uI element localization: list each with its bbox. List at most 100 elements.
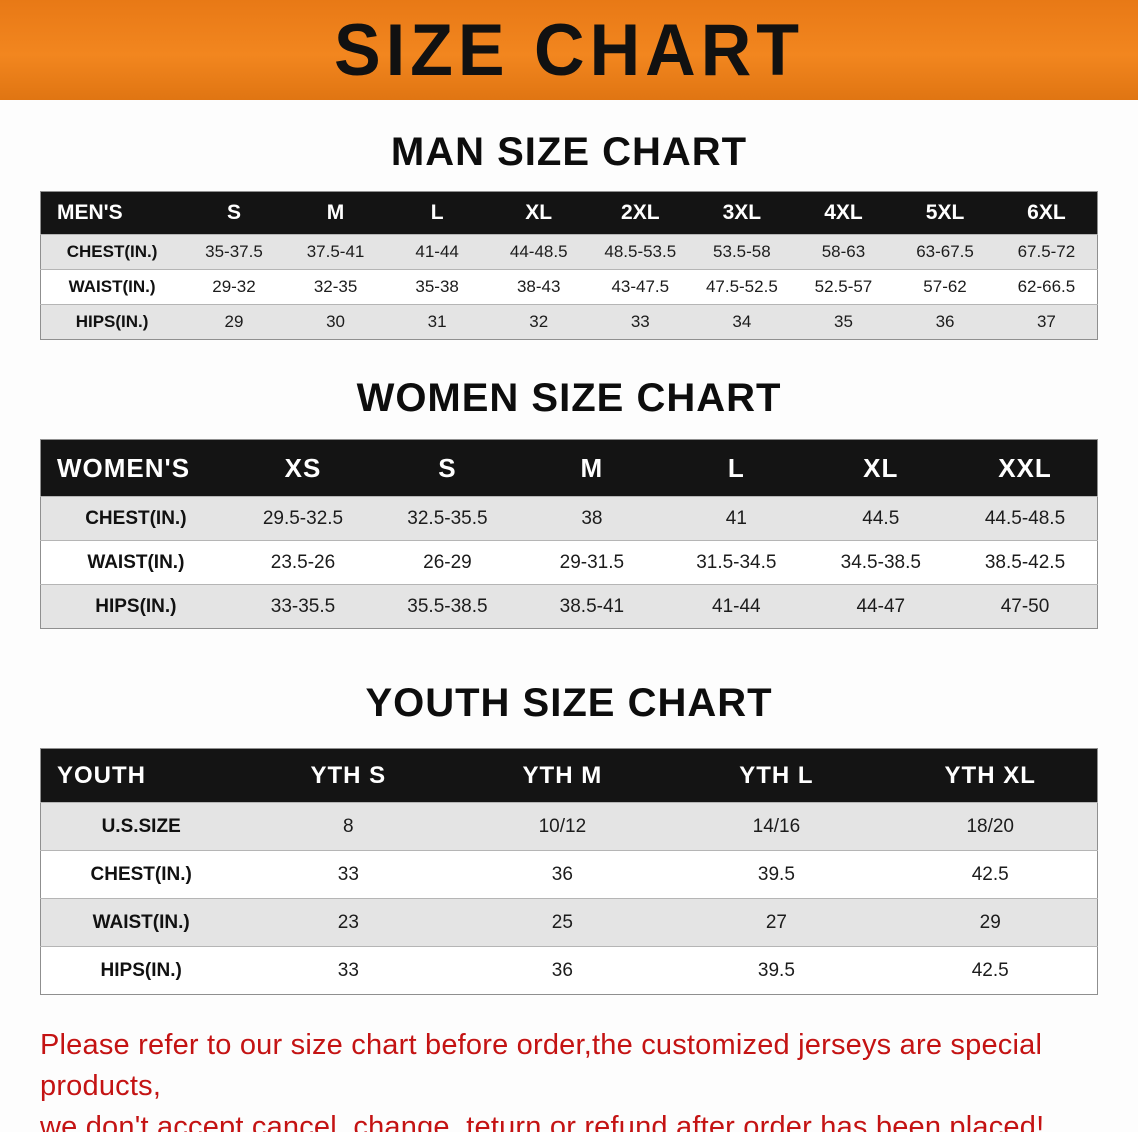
size-value-cell: 23.5-26 [270,551,336,573]
size-value-cell: 32.5-35.5 [407,507,488,529]
size-value-cell: 29.5-32.5 [262,507,344,529]
size-value-cell: 36 [551,959,573,981]
size-value-cell: 42.5 [971,863,1009,885]
size-header-row: WOMEN'S XS S M L XL XXL [40,439,1098,497]
men-section-heading: MAN SIZE CHART [390,130,748,174]
size-value-cell: 33 [337,959,359,981]
size-column-header: XS [284,452,322,483]
size-column-header: L [727,452,745,483]
size-column-header: S [226,201,241,224]
measurement-row-label: CHEST(IN.) [85,507,187,529]
measurement-row-label: HIPS(IN.) [100,959,182,981]
women-section-heading: WOMEN SIZE CHART [356,376,782,420]
measurement-row-label: CHEST(IN.) [66,242,158,261]
size-value-cell: 44.5-48.5 [984,507,1066,529]
size-value-cell: 10/12 [538,815,587,837]
size-value-cell: 38-43 [516,277,561,296]
size-value-cell: 38.5-42.5 [984,551,1066,573]
size-value-cell: 52.5-57 [814,277,873,296]
size-value-cell: 29-31.5 [559,551,625,573]
banner: SIZE CHART [0,0,1138,100]
size-value-cell: 34 [732,312,752,331]
measurement-row-label: WAIST(IN.) [92,911,190,933]
youth-section-heading: YOUTH SIZE CHART [365,681,773,725]
size-value-cell: 32 [529,312,549,331]
disclaimer: Please refer to our size chart before or… [40,1025,1098,1132]
size-value-cell: 63-67.5 [916,242,974,261]
measurement-row: HIPS(IN.) 29 30 31 32 33 34 35 36 37 [40,304,1098,340]
size-value-cell: 38 [581,507,603,529]
youth-size-table: YOUTH YTH S YTH M YTH L YTH XL U.S.SIZE 8 10/12… [40,748,1098,995]
size-value-cell: 26-29 [423,551,472,573]
size-value-cell: 44-47 [856,595,906,617]
measurement-row: CHEST(IN.) 35-37.5 37.5-41 41-44 44-48.5 48.5… [40,234,1098,270]
size-value-cell: 33 [337,863,359,885]
youth-size-section: YOUTH SIZE CHART YOUTH YTH S YTH M YTH L YTH… [0,681,1138,995]
size-value-cell: 35 [833,312,853,331]
measurement-row: U.S.SIZE 8 10/12 14/16 18/20 [40,802,1098,851]
measurement-row-label: HIPS(IN.) [95,595,177,617]
size-value-cell: 37 [1036,312,1056,331]
size-value-cell: 57-62 [923,277,967,296]
size-value-cell: 8 [343,815,354,837]
size-value-cell: 44-48.5 [509,242,568,261]
size-value-cell: 41-44 [712,595,761,617]
size-column-header: YTH M [522,761,603,789]
size-value-cell: 36 [935,312,955,331]
size-value-cell: 48.5-53.5 [604,242,677,261]
measurement-row: CHEST(IN.) 29.5-32.5 32.5-35.5 38 41 44.5 44.5… [40,496,1098,541]
size-value-cell: 33 [630,312,650,331]
size-column-header: 2XL [621,201,660,224]
women-size-section: WOMEN SIZE CHART WOMEN'S XS S M L XL XXL CHEST(… [0,376,1138,629]
page-title: SIZE CHART [334,9,804,91]
men-size-section: MAN SIZE CHART MEN'S S M L XL 2XL 3XL 4XL 5XL 6XL… [0,130,1138,340]
size-value-cell: 47.5-52.5 [705,277,778,296]
size-value-cell: 39.5 [757,959,795,981]
size-value-cell: 23 [337,911,359,933]
size-column-header: XL [525,201,553,224]
measurement-row-label: CHEST(IN.) [90,863,192,885]
size-value-cell: 34.5-38.5 [840,551,921,573]
size-column-header: M [580,452,604,483]
size-value-cell: 31 [427,312,447,331]
women-size-table: WOMEN'S XS S M L XL XXL CHEST(IN.) 29.5-32.5 32.5… [40,439,1098,629]
size-value-cell: 58-63 [821,242,866,261]
measurement-row-label: HIPS(IN.) [75,312,149,331]
size-column-header: L [430,201,444,224]
size-value-cell: 35.5-38.5 [407,595,488,617]
table-corner-label: YOUTH [57,761,146,789]
measurement-row-label: U.S.SIZE [101,815,181,837]
measurement-row: WAIST(IN.) 23.5-26 26-29 29-31.5 31.5-34.5 34… [40,540,1098,585]
measurement-row: CHEST(IN.) 33 36 39.5 42.5 [40,850,1098,899]
size-value-cell: 35-37.5 [205,242,263,261]
size-value-cell: 35-38 [415,277,459,296]
size-value-cell: 25 [551,911,573,933]
size-value-cell: 53.5-58 [713,242,771,261]
size-header-row: YOUTH YTH S YTH M YTH L YTH XL [40,748,1098,803]
size-value-cell: 29 [224,312,244,331]
size-value-cell: 44.5 [862,507,900,529]
size-value-cell: 42.5 [971,959,1009,981]
disclaimer-line-1: Please refer to our size chart before or… [40,1029,1043,1103]
size-value-cell: 43-47.5 [611,277,670,296]
size-value-cell: 41 [725,507,747,529]
size-value-cell: 29 [979,911,1001,933]
size-value-cell: 27 [765,911,787,933]
size-header-row: MEN'S S M L XL 2XL 3XL 4XL 5XL 6XL [40,191,1098,235]
measurement-row-label: WAIST(IN.) [68,277,156,296]
size-value-cell: 41-44 [415,242,459,261]
size-value-cell: 18/20 [966,815,1014,837]
size-column-header: 4XL [824,201,863,224]
measurement-row: HIPS(IN.) 33 36 39.5 42.5 [40,946,1098,995]
size-column-header: XL [863,452,899,483]
size-column-header: 3XL [722,201,762,224]
table-corner-label: MEN'S [57,201,123,224]
men-size-table: MEN'S S M L XL 2XL 3XL 4XL 5XL 6XL CHEST(IN.) 35-37… [40,191,1098,340]
size-column-header: YTH S [310,761,387,789]
size-value-cell: 32-35 [313,277,358,296]
size-column-header: M [326,201,345,224]
size-value-cell: 39.5 [757,863,795,885]
size-value-cell: 33-35.5 [270,595,336,617]
measurement-row: HIPS(IN.) 33-35.5 35.5-38.5 38.5-41 41-44 44-… [40,584,1098,629]
